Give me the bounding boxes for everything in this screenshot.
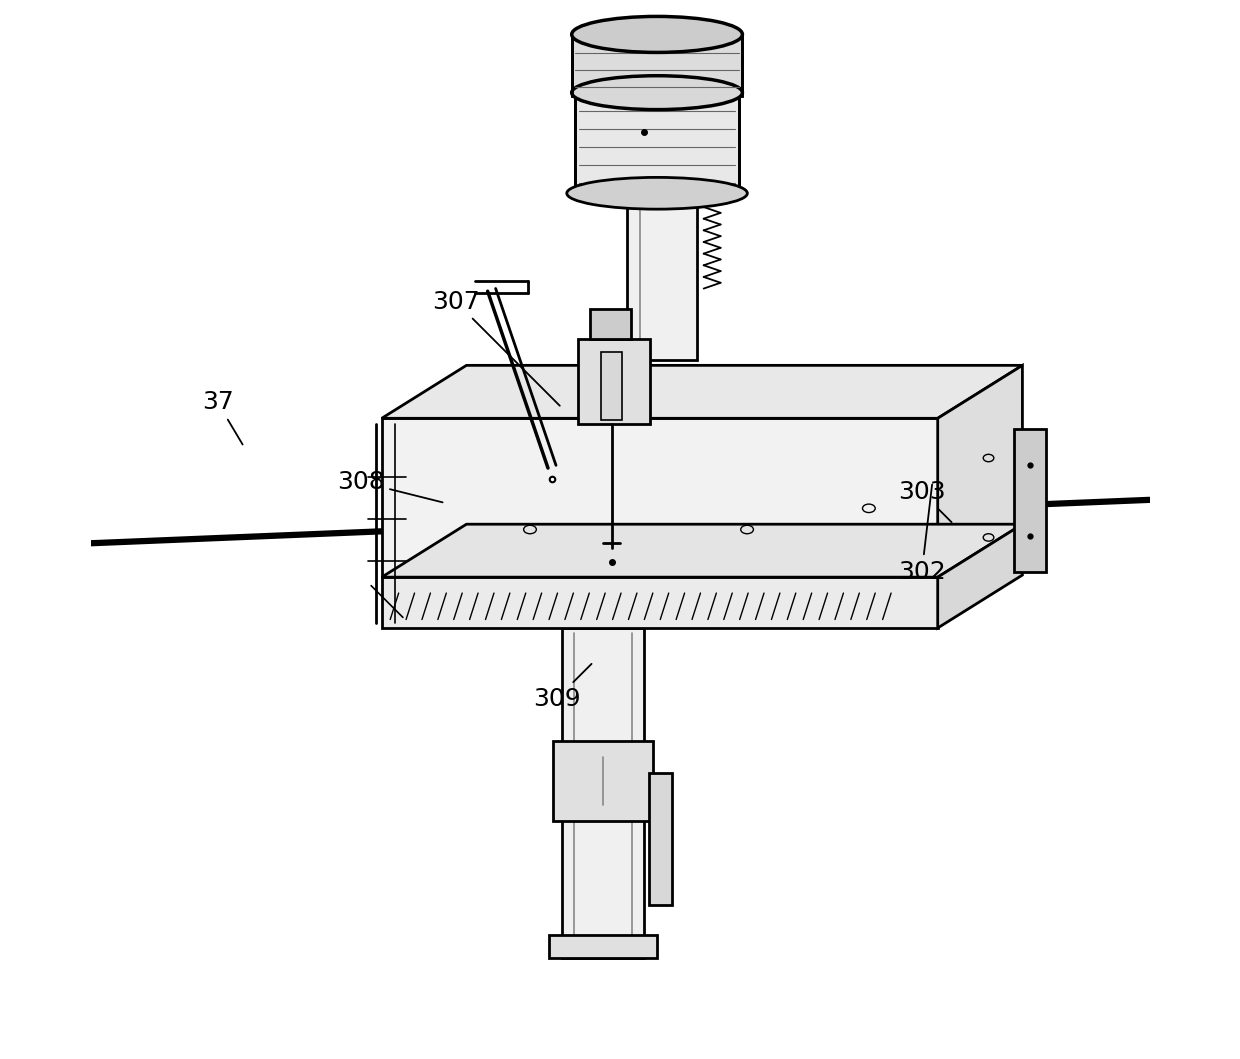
Polygon shape: [382, 365, 1023, 418]
Bar: [578, 339, 650, 424]
Polygon shape: [382, 524, 1023, 577]
Bar: [575, 93, 739, 193]
Bar: [382, 577, 937, 628]
Text: 302: 302: [898, 485, 946, 584]
Text: 309: 309: [533, 664, 591, 711]
Ellipse shape: [567, 177, 748, 210]
Polygon shape: [937, 365, 1023, 577]
Bar: [627, 199, 697, 360]
Bar: [572, 37, 743, 96]
Text: 303: 303: [898, 481, 951, 522]
Bar: [553, 741, 652, 821]
Text: 37: 37: [202, 391, 243, 445]
Bar: [601, 352, 622, 420]
Bar: [562, 628, 645, 958]
Ellipse shape: [572, 76, 743, 109]
Bar: [382, 418, 937, 577]
Bar: [590, 309, 631, 339]
Ellipse shape: [572, 17, 743, 52]
Bar: [1014, 429, 1045, 572]
Text: 307: 307: [432, 290, 559, 406]
Bar: [549, 935, 657, 958]
Bar: [649, 773, 672, 905]
Text: 308: 308: [337, 470, 443, 502]
Polygon shape: [937, 524, 1023, 628]
